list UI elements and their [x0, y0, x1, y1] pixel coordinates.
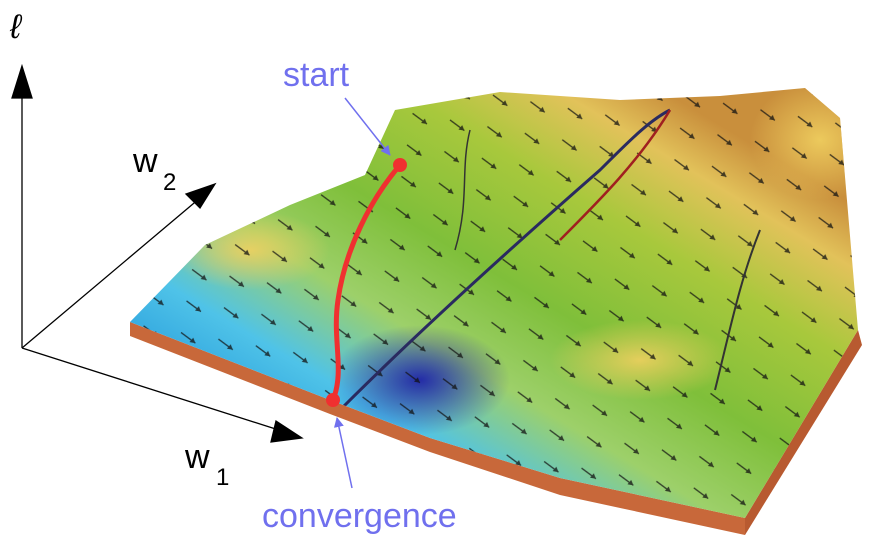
axis-subscript: 1	[216, 464, 229, 491]
annotation: convergence	[262, 497, 457, 535]
axis-label: ℓ	[9, 8, 23, 46]
axis-subscript: 2	[163, 169, 176, 196]
axis-label: w	[132, 142, 158, 180]
diagram: ℓ w 2 w 1 start convergence	[0, 0, 872, 538]
end-point	[326, 393, 340, 407]
annotation-arrow	[337, 418, 352, 488]
start-point	[393, 158, 407, 172]
annotation-arrow	[345, 98, 390, 155]
axis-label: w	[184, 438, 210, 476]
annotation: start	[283, 56, 350, 94]
